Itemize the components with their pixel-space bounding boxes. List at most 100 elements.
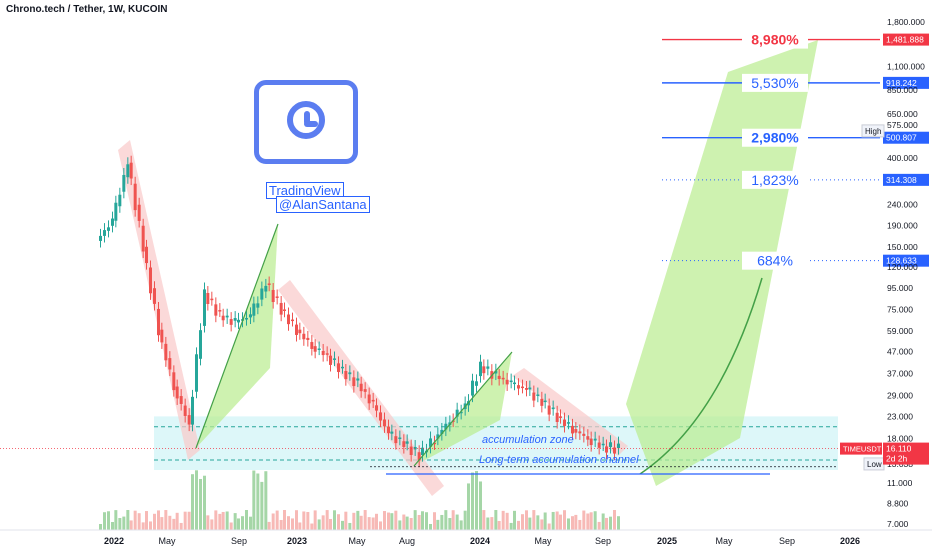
candle bbox=[111, 218, 114, 226]
candle bbox=[571, 425, 574, 434]
volume-bar bbox=[99, 524, 102, 530]
volume-bar bbox=[409, 518, 413, 530]
candle bbox=[417, 452, 421, 461]
y-tick-label: 1,100.000 bbox=[887, 62, 925, 72]
target-percent-4: 684% bbox=[757, 253, 793, 269]
volume-bar bbox=[505, 512, 509, 530]
candle bbox=[279, 302, 283, 315]
chart-title: Chrono.tech / Tether, 1W, KUCOIN bbox=[6, 4, 168, 15]
long-term-channel-label: Long-term accumulation channel bbox=[479, 454, 639, 466]
volume-bar bbox=[383, 511, 386, 530]
candle bbox=[563, 419, 566, 426]
target-price-4: 128.633 bbox=[886, 256, 917, 266]
target-percent-1: 5,530% bbox=[751, 75, 798, 91]
watermark bbox=[254, 80, 364, 164]
volume-bar bbox=[613, 510, 616, 530]
target-price-tag-2 bbox=[883, 131, 929, 144]
candle bbox=[387, 426, 390, 434]
down-channel-2 bbox=[512, 368, 628, 456]
candle bbox=[256, 303, 260, 308]
candle bbox=[317, 348, 321, 350]
candle bbox=[237, 319, 240, 323]
volume-bar bbox=[525, 510, 528, 530]
y-tick-label: 47.000 bbox=[887, 347, 913, 357]
volume-bar bbox=[321, 515, 325, 530]
volume-bar bbox=[509, 522, 513, 530]
candle bbox=[617, 443, 620, 449]
volume-bar bbox=[589, 512, 593, 530]
target-label-bg-4 bbox=[742, 251, 808, 270]
volume-bar bbox=[597, 521, 601, 530]
volume-bar bbox=[356, 510, 360, 530]
symbol-label: TIMEUSDT bbox=[843, 445, 882, 454]
target-price-0: 1,481.888 bbox=[886, 35, 924, 45]
candle bbox=[547, 405, 551, 415]
volume-bar bbox=[337, 514, 340, 530]
volume-bar bbox=[129, 520, 133, 530]
candle bbox=[455, 409, 459, 417]
candle bbox=[609, 442, 612, 447]
candle bbox=[405, 441, 409, 444]
candle bbox=[333, 358, 336, 360]
candle bbox=[287, 314, 290, 325]
volume-bar bbox=[203, 475, 206, 530]
volume-bar bbox=[467, 483, 470, 530]
volume-bar bbox=[609, 516, 612, 530]
volume-bar bbox=[175, 512, 179, 530]
y-tick-label: 150.000 bbox=[887, 242, 918, 252]
volume-bar bbox=[398, 520, 402, 530]
candle bbox=[267, 283, 271, 285]
volume-bar bbox=[107, 511, 110, 530]
y-tick-label: 75.000 bbox=[887, 304, 913, 314]
volume-bar bbox=[582, 510, 586, 530]
candle bbox=[126, 164, 130, 178]
x-tick-label: 2022 bbox=[104, 536, 124, 546]
candle bbox=[187, 415, 191, 425]
volume-bar bbox=[221, 511, 225, 530]
candle bbox=[497, 375, 501, 379]
candle bbox=[482, 366, 486, 374]
candle bbox=[210, 298, 214, 301]
candle bbox=[103, 230, 106, 236]
x-tick-label: Sep bbox=[595, 536, 611, 546]
candle bbox=[559, 416, 562, 418]
candle bbox=[249, 314, 252, 318]
candle bbox=[479, 361, 482, 377]
current-price: 16.110 bbox=[886, 444, 912, 454]
candle bbox=[283, 309, 286, 311]
candle bbox=[298, 329, 302, 334]
candle bbox=[505, 379, 509, 385]
candle bbox=[129, 162, 133, 179]
candle bbox=[567, 422, 570, 424]
candle bbox=[375, 405, 378, 411]
volume-bar bbox=[233, 513, 237, 530]
candle bbox=[157, 308, 160, 336]
volume-bar bbox=[425, 512, 428, 530]
target-percent-2: 2,980% bbox=[751, 130, 799, 146]
candle bbox=[444, 423, 448, 430]
volume-bar bbox=[517, 520, 520, 530]
candle bbox=[329, 355, 332, 365]
y-tick-label: 850.000 bbox=[887, 85, 918, 95]
volume-bar bbox=[402, 514, 406, 530]
volume-bar bbox=[444, 510, 448, 530]
volume-bar bbox=[329, 518, 332, 530]
y-tick-label: 650.000 bbox=[887, 109, 918, 119]
x-tick-label: May bbox=[348, 536, 366, 546]
volume-bar bbox=[417, 514, 421, 530]
candle bbox=[582, 433, 586, 436]
candle bbox=[175, 386, 179, 399]
candle bbox=[344, 370, 348, 380]
y-tick-label: 120.000 bbox=[887, 262, 918, 272]
volume-bar bbox=[191, 474, 194, 530]
volume-bar bbox=[122, 516, 126, 530]
volume-bar bbox=[363, 510, 367, 530]
watermark-label-2: @AlanSantana bbox=[276, 196, 370, 213]
candle bbox=[540, 398, 544, 406]
volume-bar bbox=[241, 516, 244, 530]
candle bbox=[517, 385, 520, 389]
candle bbox=[306, 337, 310, 340]
candle bbox=[528, 387, 532, 390]
